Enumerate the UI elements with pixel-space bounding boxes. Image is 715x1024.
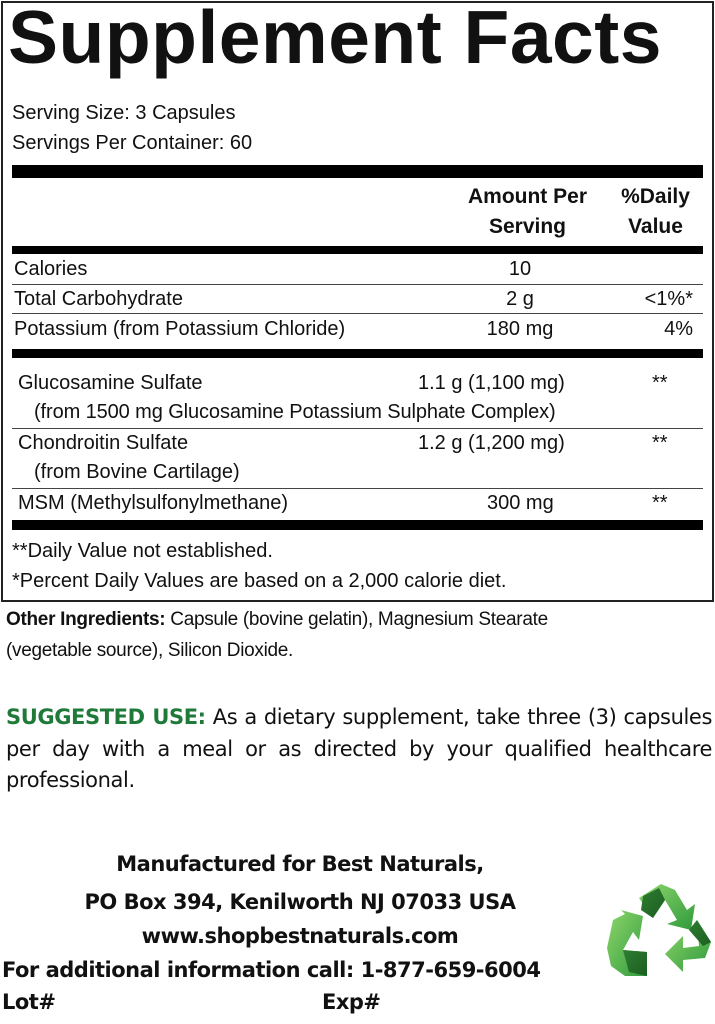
exp-label: Exp# — [322, 990, 381, 1014]
ingredient-dv: ** — [652, 432, 668, 454]
servings-per-container: Servings Per Container: 60 — [12, 132, 253, 154]
ingredient-name: MSM (Methylsulfonylmethane) — [18, 492, 289, 514]
suggested-use: SUGGESTED USE: As a dietary supplement, … — [6, 702, 712, 797]
manufacturer-address: PO Box 394, Kenilworth NJ 07033 USA — [84, 890, 516, 914]
ingredient-name: Glucosamine Sulfate — [18, 372, 203, 394]
phone-line: For additional information call: 1-877-6… — [2, 958, 541, 982]
thick-divider — [12, 520, 703, 530]
row-divider — [12, 313, 703, 314]
amount-per-serving-header: Amount Per Serving — [445, 182, 610, 242]
panel-title: Supplement Facts — [8, 0, 662, 79]
ingredient-source: (from 1500 mg Glucosamine Potassium Sulp… — [34, 401, 556, 423]
manufacturer-name: Manufactured for Best Naturals, — [116, 852, 484, 876]
recycle-icon — [607, 884, 711, 976]
other-ingredients-label: Other Ingredients: — [6, 609, 166, 630]
row-divider — [12, 428, 703, 429]
thick-divider — [12, 165, 703, 178]
serving-size: Serving Size: 3 Capsules — [12, 102, 236, 124]
suggested-use-label: SUGGESTED USE: — [6, 705, 206, 729]
ingredient-source: (from Bovine Cartilage) — [34, 461, 240, 483]
daily-value-header: %Daily Value — [608, 182, 703, 242]
nutrient-name: Potassium (from Potassium Chloride) — [14, 318, 346, 340]
ingredient-amount: 300 mg — [487, 492, 554, 514]
header-text: Serving — [488, 215, 567, 238]
ingredient-amount: 1.1 g (1,100 mg) — [418, 372, 565, 394]
nutrient-amount: 10 — [508, 258, 532, 280]
nutrient-dv: 4% — [664, 318, 693, 340]
ingredient-dv: ** — [652, 372, 668, 394]
nutrient-name: Calories — [14, 258, 88, 280]
nutrient-dv: <1%* — [644, 288, 693, 310]
thick-divider — [12, 246, 703, 254]
row-divider — [12, 488, 703, 489]
header-text: Value — [628, 215, 683, 238]
lot-label: Lot# — [2, 990, 56, 1014]
suggested-use-text: As a dietary supplement, take three (3) … — [6, 705, 712, 792]
row-divider — [12, 284, 703, 285]
supplement-facts-panel — [1, 1, 714, 602]
nutrient-amount: 2 g — [506, 288, 534, 310]
other-ingredients: Other Ingredients: Capsule (bovine gelat… — [6, 608, 548, 632]
footnote: *Percent Daily Values are based on a 2,0… — [12, 570, 507, 592]
other-ingredients-text: (vegetable source), Silicon Dioxide. — [6, 640, 294, 661]
other-ingredients-text: Capsule (bovine gelatin), Magnesium Stea… — [165, 609, 548, 630]
ingredient-name: Chondroitin Sulfate — [18, 432, 189, 454]
nutrient-amount: 180 mg — [486, 318, 554, 340]
footnote: **Daily Value not established. — [12, 540, 273, 562]
website-link[interactable]: www.shopbestnaturals.com — [141, 924, 459, 948]
nutrient-name: Total Carbohydrate — [14, 288, 183, 310]
thick-divider — [12, 349, 703, 358]
header-text: %Daily — [621, 185, 690, 208]
header-text: Amount Per — [467, 185, 587, 208]
ingredient-amount: 1.2 g (1,200 mg) — [418, 432, 565, 454]
ingredient-dv: ** — [652, 492, 668, 514]
